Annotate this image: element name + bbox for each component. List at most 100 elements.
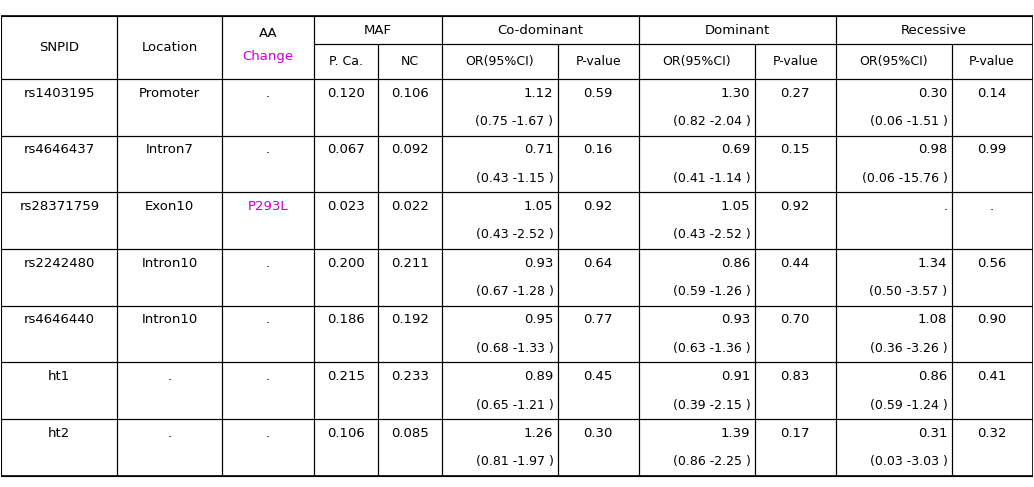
Text: 0.085: 0.085 — [391, 427, 429, 440]
Text: 0.86: 0.86 — [918, 370, 947, 383]
Bar — [835, 249, 951, 306]
Bar — [835, 135, 951, 192]
Bar — [557, 419, 639, 476]
Bar — [1, 16, 117, 79]
Text: P293L: P293L — [247, 200, 288, 213]
Text: OR(95%CI): OR(95%CI) — [859, 55, 927, 68]
Text: Change: Change — [242, 50, 294, 63]
Text: 0.99: 0.99 — [977, 143, 1007, 156]
Bar — [314, 79, 378, 135]
Text: rs4646437: rs4646437 — [24, 143, 95, 156]
Text: 0.120: 0.120 — [327, 87, 365, 99]
Bar — [221, 249, 314, 306]
Bar — [557, 249, 639, 306]
Text: 0.92: 0.92 — [781, 200, 810, 213]
Text: (0.39 -2.15 ): (0.39 -2.15 ) — [673, 398, 751, 412]
Bar — [442, 306, 557, 362]
Text: Co-dominant: Co-dominant — [497, 23, 583, 37]
Text: 0.86: 0.86 — [721, 257, 751, 270]
Text: ht2: ht2 — [49, 427, 70, 440]
Bar — [378, 249, 442, 306]
Text: .: . — [266, 87, 270, 99]
Text: SNPID: SNPID — [39, 41, 80, 54]
Text: 0.106: 0.106 — [327, 427, 365, 440]
Text: (0.06 -15.76 ): (0.06 -15.76 ) — [861, 171, 947, 185]
Text: Intron10: Intron10 — [142, 257, 197, 270]
Bar — [951, 419, 1033, 476]
Bar — [835, 306, 951, 362]
Text: (0.65 -1.21 ): (0.65 -1.21 ) — [476, 398, 553, 412]
Bar — [557, 135, 639, 192]
Bar — [314, 135, 378, 192]
Bar — [639, 306, 755, 362]
Bar — [639, 362, 755, 419]
Text: .: . — [168, 427, 172, 440]
Text: (0.41 -1.14 ): (0.41 -1.14 ) — [673, 171, 751, 185]
Text: .: . — [168, 370, 172, 383]
Text: (0.75 -1.67 ): (0.75 -1.67 ) — [476, 115, 553, 128]
Text: 0.192: 0.192 — [391, 314, 429, 326]
Bar — [221, 16, 314, 79]
Bar — [951, 79, 1033, 135]
Bar — [221, 135, 314, 192]
Bar — [314, 362, 378, 419]
Text: 0.90: 0.90 — [977, 314, 1007, 326]
Text: 0.30: 0.30 — [918, 87, 947, 99]
Bar — [755, 44, 835, 79]
Text: 0.56: 0.56 — [977, 257, 1007, 270]
Bar — [639, 44, 755, 79]
Text: 0.89: 0.89 — [524, 370, 553, 383]
Text: 0.59: 0.59 — [583, 87, 613, 99]
Bar — [117, 79, 221, 135]
Bar — [221, 79, 314, 135]
Text: Dominant: Dominant — [704, 23, 769, 37]
Text: 0.233: 0.233 — [391, 370, 429, 383]
Text: 0.17: 0.17 — [781, 427, 810, 440]
Text: .: . — [266, 427, 270, 440]
Text: (0.43 -1.15 ): (0.43 -1.15 ) — [476, 171, 553, 185]
Bar — [117, 16, 221, 79]
Text: 0.71: 0.71 — [524, 143, 553, 156]
Bar — [639, 192, 755, 249]
Bar — [442, 135, 557, 192]
Bar — [755, 306, 835, 362]
Bar — [117, 306, 221, 362]
Text: 0.70: 0.70 — [781, 314, 810, 326]
Text: 0.93: 0.93 — [524, 257, 553, 270]
Text: P. Ca.: P. Ca. — [329, 55, 363, 68]
Bar — [442, 362, 557, 419]
Text: MAF: MAF — [364, 23, 392, 37]
Text: 0.27: 0.27 — [781, 87, 810, 99]
Text: 0.31: 0.31 — [918, 427, 947, 440]
Bar — [835, 192, 951, 249]
Bar — [314, 16, 442, 44]
Text: Intron7: Intron7 — [146, 143, 193, 156]
Text: (0.59 -1.24 ): (0.59 -1.24 ) — [870, 398, 947, 412]
Bar — [314, 419, 378, 476]
Text: (0.06 -1.51 ): (0.06 -1.51 ) — [870, 115, 947, 128]
Text: 1.39: 1.39 — [721, 427, 751, 440]
Bar — [835, 44, 951, 79]
Bar — [835, 79, 951, 135]
Text: 0.15: 0.15 — [781, 143, 810, 156]
Bar — [221, 362, 314, 419]
Bar — [835, 419, 951, 476]
Bar — [639, 79, 755, 135]
Bar — [221, 306, 314, 362]
Text: .: . — [943, 200, 947, 213]
Bar — [557, 306, 639, 362]
Bar — [639, 249, 755, 306]
Bar — [117, 419, 221, 476]
Text: 1.08: 1.08 — [918, 314, 947, 326]
Bar — [117, 249, 221, 306]
Bar — [314, 249, 378, 306]
Text: (0.63 -1.36 ): (0.63 -1.36 ) — [673, 342, 751, 355]
Text: (0.68 -1.33 ): (0.68 -1.33 ) — [476, 342, 553, 355]
Text: (0.86 -2.25 ): (0.86 -2.25 ) — [672, 455, 751, 468]
Text: rs2242480: rs2242480 — [24, 257, 95, 270]
Text: (0.43 -2.52 ): (0.43 -2.52 ) — [476, 228, 553, 242]
Bar — [442, 79, 557, 135]
Bar — [442, 249, 557, 306]
Bar — [442, 16, 639, 44]
Text: 1.34: 1.34 — [918, 257, 947, 270]
